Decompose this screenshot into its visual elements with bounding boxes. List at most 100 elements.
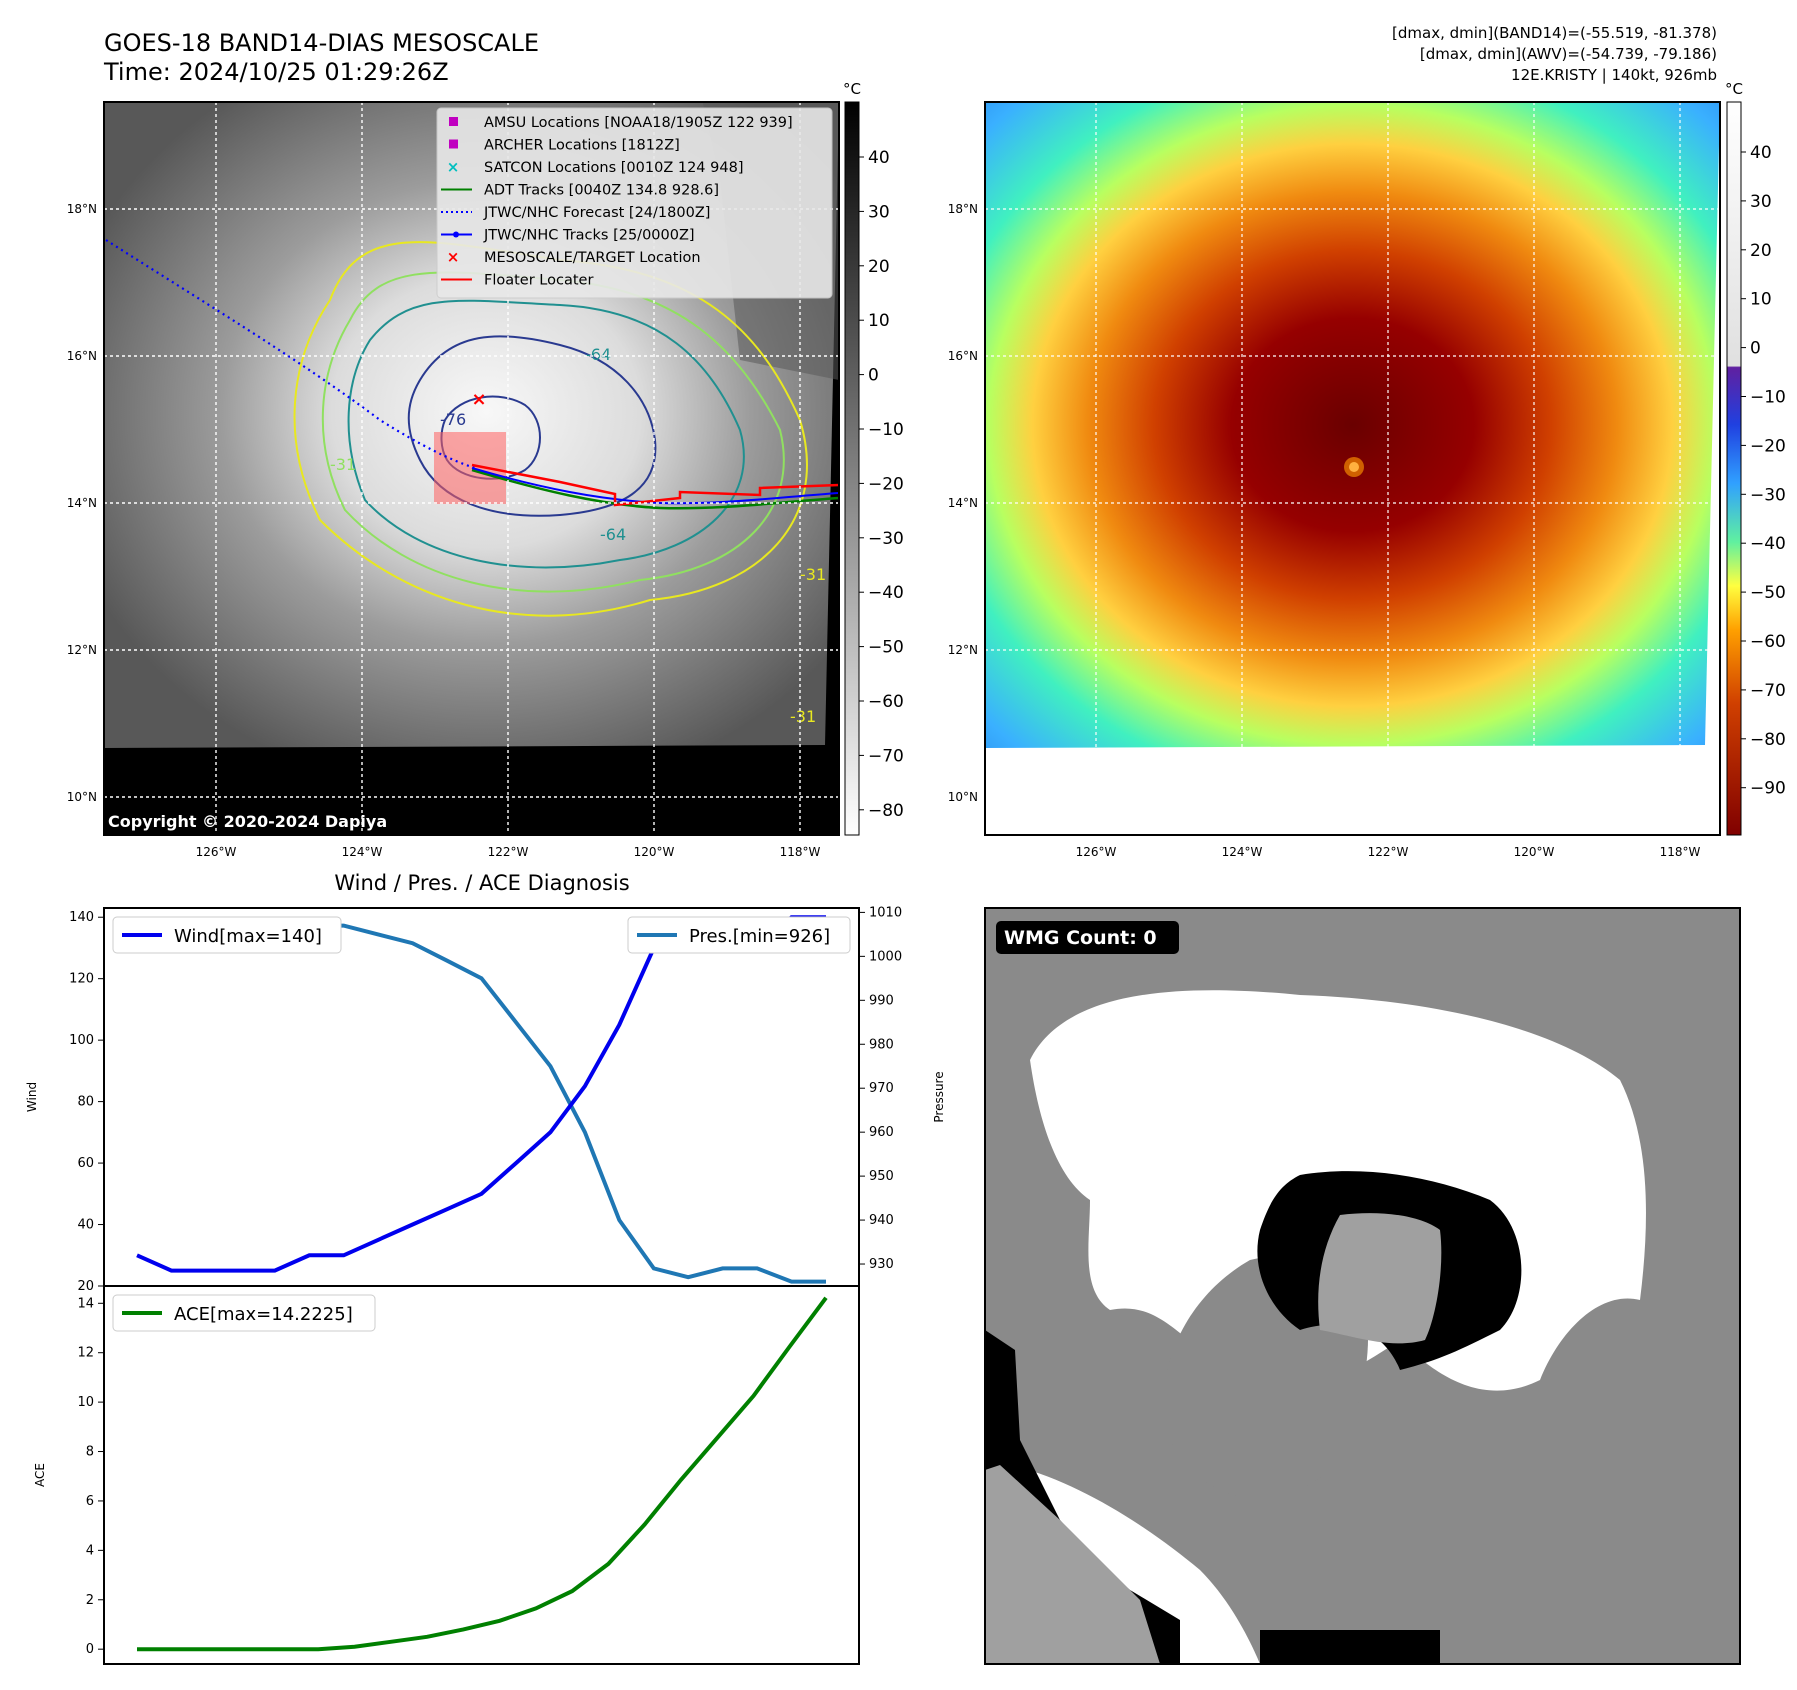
colorbar-tick-label: −80 — [1750, 730, 1786, 750]
wmg-black-strip — [1260, 1630, 1440, 1664]
upper-axes-frame — [103, 907, 860, 1287]
contour-navy-outer — [407, 335, 657, 517]
color-ir-panel: 18°N 16°N 14°N 12°N 10°N 126°W 124°W 122… — [948, 80, 1786, 859]
ace-legend-label: ACE[max=14.2225] — [174, 1304, 353, 1325]
lat-label: 14°N — [948, 496, 978, 510]
legend-item: × SATCON Locations [0010Z 124 948] — [447, 158, 744, 176]
mesoscale-target-box — [434, 432, 506, 504]
wmg-lightgray-corner — [985, 1465, 1160, 1664]
contour-label: -31 — [790, 707, 816, 726]
diagnosis-chart: Wind / Pres. / ACE Diagnosis Wind Pressu… — [25, 871, 946, 1665]
legend-label: Floater Locater — [484, 273, 593, 289]
y-tick-label: 100 — [69, 1033, 94, 1048]
wind-legend-label: Wind[max=140] — [174, 926, 322, 947]
colorbar-tick-label: −20 — [868, 474, 904, 494]
colorbar-tick-label: 10 — [868, 311, 890, 331]
legend-item: × MESOSCALE/TARGET Location — [447, 248, 701, 266]
contour-label: -64 — [600, 525, 626, 544]
colorbar-tick-label: −80 — [868, 801, 904, 821]
colorbar-tick-label: −20 — [1750, 436, 1786, 456]
floater-track — [471, 463, 839, 507]
color-colorbar-ticks: 40 30 20 10 0 −10 −20 −30 −40 −50 −60 −70 −80 −90 — [1741, 143, 1786, 799]
official-track — [471, 467, 839, 505]
ace-series-line — [137, 1296, 828, 1652]
target-marker: × — [471, 389, 486, 410]
pressure-axis-label: Pressure — [932, 1071, 946, 1122]
lon-label: 120°W — [634, 845, 675, 859]
lon-label: 124°W — [1222, 845, 1263, 859]
colorbar-tick-label: −10 — [868, 420, 904, 440]
color-colorbar-unit: °C — [1725, 80, 1743, 98]
lat-label: 18°N — [948, 202, 978, 216]
colorbar-tick-label: 30 — [1750, 192, 1772, 212]
lon-label: 120°W — [1514, 845, 1555, 859]
y-tick-label: 10 — [77, 1395, 94, 1410]
color-colorbar — [1726, 101, 1742, 836]
map2-axis-labels: 18°N 16°N 14°N 12°N 10°N 126°W 124°W 122… — [948, 202, 1701, 859]
wmg-panel: WMG Count: 0 — [984, 907, 1741, 1665]
ir-map-panel: -64 -76 -31 -64 -31 -31 × — [67, 80, 904, 859]
colorbar-tick-label: −60 — [1750, 632, 1786, 652]
legend-item: ADT Tracks [0040Z 134.8 928.6] — [441, 183, 719, 199]
y2-tick-label: 940 — [869, 1213, 894, 1228]
legend-label: ARCHER Locations [1812Z] — [484, 138, 680, 154]
legend-label: JTWC/NHC Forecast [24/1800Z] — [483, 205, 710, 221]
chart-title: Wind / Pres. / ACE Diagnosis — [334, 871, 629, 895]
color-ir-imagery — [985, 102, 1720, 748]
gray-colorbar-ticks: 40 30 20 10 0 −10 −20 −30 −40 −50 −60 −70 −80 — [859, 148, 904, 821]
y2-tick-label: 990 — [869, 993, 894, 1008]
colorbar-tick-label: −50 — [1750, 583, 1786, 603]
colorbar-tick-label: −30 — [1750, 485, 1786, 505]
colorbar-tick-label: 20 — [868, 257, 890, 277]
colorbar-tick-label: 30 — [868, 202, 890, 222]
colorbar-tick-label: −70 — [1750, 681, 1786, 701]
lon-label: 122°W — [488, 845, 529, 859]
y2-tick-label: 970 — [869, 1081, 894, 1096]
lat-label: 16°N — [948, 349, 978, 363]
lat-label: 10°N — [948, 790, 978, 804]
figure-title: GOES-18 BAND14-DIAS MESOSCALE — [104, 29, 539, 57]
legend-label: SATCON Locations [0010Z 124 948] — [484, 160, 743, 176]
y-tick-label: 20 — [77, 1279, 94, 1294]
lon-label: 126°W — [196, 845, 237, 859]
colorbar-tick-label: −90 — [1750, 779, 1786, 799]
info-storm: 12E.KRISTY | 140kt, 926mb — [1511, 66, 1717, 84]
info-awv: [dmax, dmin](AWV)=(-54.739, -79.186) — [1420, 45, 1717, 63]
copyright: Copyright © 2020-2024 Dapiya — [108, 812, 387, 831]
contour-label: -31 — [800, 565, 826, 584]
y2-tick-label: 960 — [869, 1125, 894, 1140]
y-tick-label: 4 — [86, 1543, 94, 1558]
lon-label: 126°W — [1076, 845, 1117, 859]
colorbar-tick-label: −70 — [868, 746, 904, 766]
legend-label: AMSU Locations [NOAA18/1905Z 122 939] — [484, 115, 793, 131]
legend-item: JTWC/NHC Tracks [25/0000Z] — [441, 228, 695, 244]
legend-item: Floater Locater — [441, 273, 593, 289]
y-tick-label: 2 — [86, 1593, 94, 1608]
lon-label: 122°W — [1368, 845, 1409, 859]
lat-label: 12°N — [67, 643, 97, 657]
y-tick-label: 80 — [77, 1095, 94, 1110]
ace-axis-label: ACE — [33, 1463, 47, 1487]
colorbar-tick-label: −30 — [868, 529, 904, 549]
lat-label: 12°N — [948, 643, 978, 657]
gray-colorbar-unit: °C — [843, 80, 861, 98]
y-tick-label: 6 — [86, 1494, 94, 1509]
colorbar-tick-label: 40 — [868, 148, 890, 168]
y2-tick-label: 1000 — [869, 949, 902, 964]
y2-tick-label: 1010 — [869, 905, 902, 920]
y2-tick-label: 950 — [869, 1169, 894, 1184]
colorbar-tick-label: −60 — [868, 692, 904, 712]
wmg-eye — [1318, 1213, 1442, 1344]
wind-axis-label: Wind — [25, 1082, 39, 1112]
colorbar-tick-label: 40 — [1750, 143, 1772, 163]
contour-label: -31 — [330, 455, 356, 474]
y-tick-label: 14 — [77, 1296, 94, 1311]
wmg-frame — [984, 907, 1741, 1665]
map-legend: AMSU Locations [NOAA18/1905Z 122 939] ARC… — [436, 107, 833, 299]
forecast-track — [105, 239, 476, 470]
map2-frame — [984, 101, 1721, 836]
y2-tick-label: 930 — [869, 1257, 894, 1272]
colorbar-tick-label: 20 — [1750, 241, 1772, 261]
ace-legend: ACE[max=14.2225] — [112, 1294, 376, 1332]
